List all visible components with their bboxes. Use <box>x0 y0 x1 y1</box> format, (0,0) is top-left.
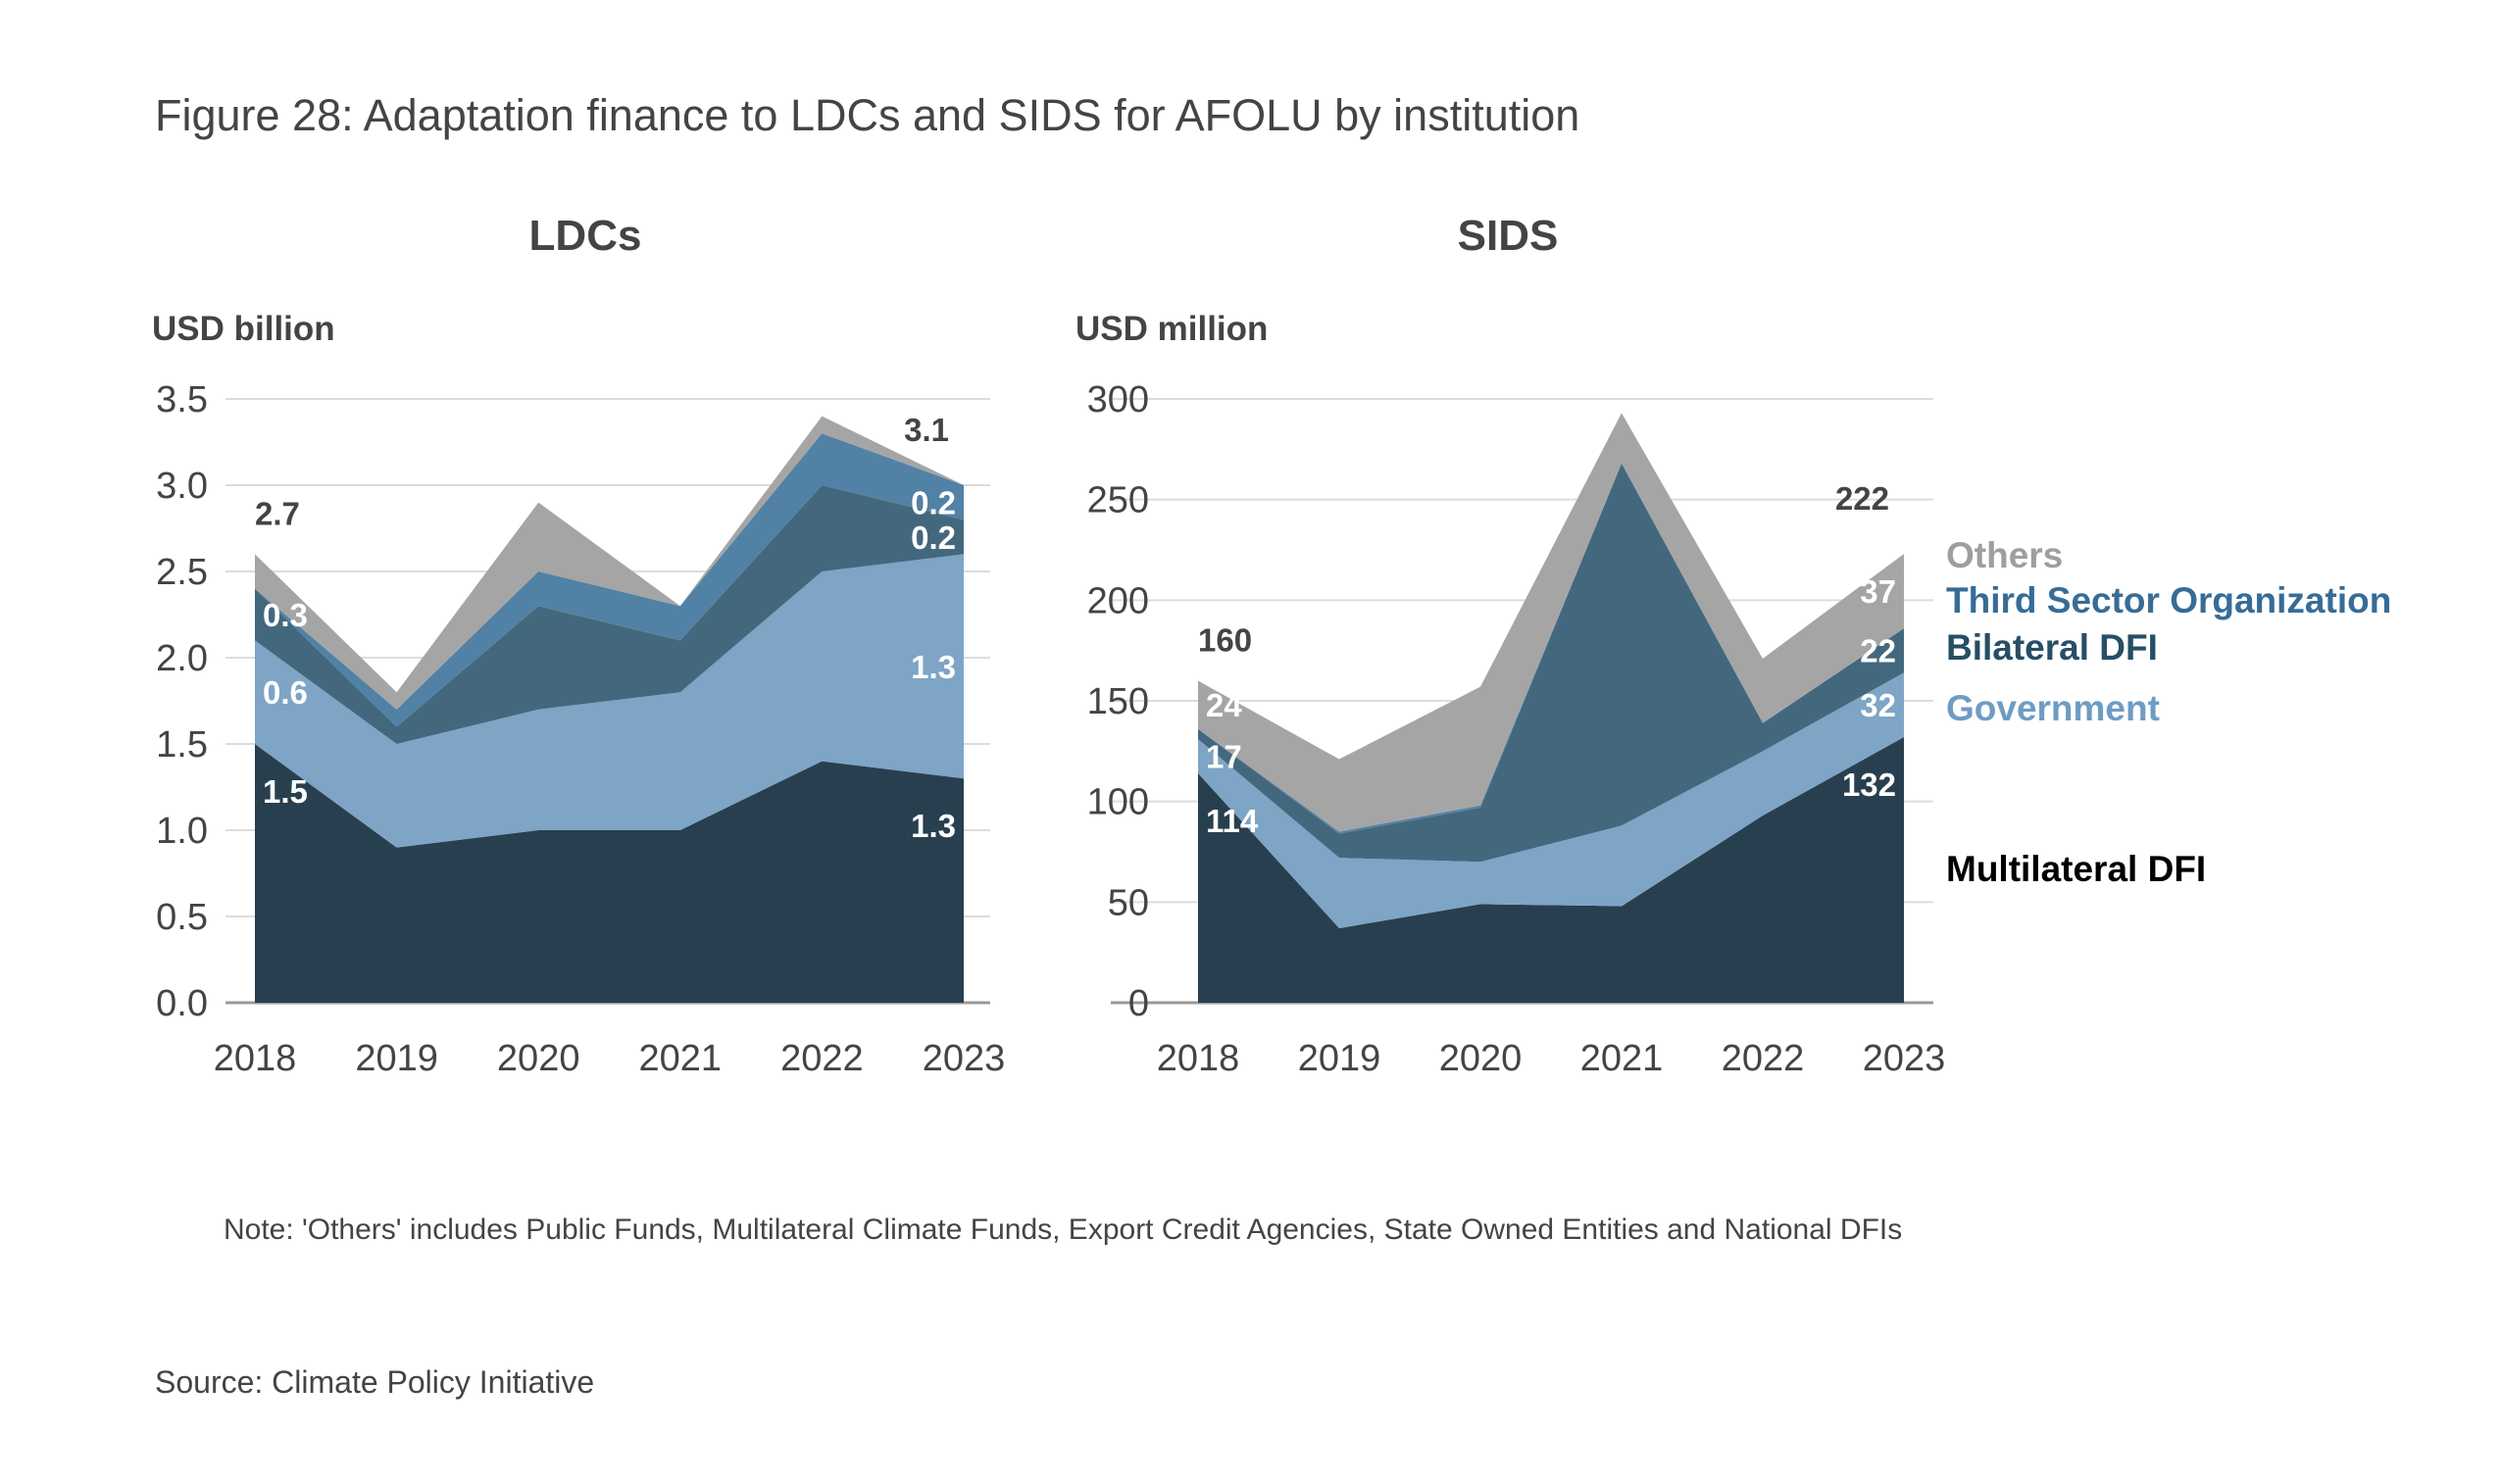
ldcs-y-tick-label: 0.0 <box>156 983 208 1024</box>
legend-others: Others <box>1946 535 2064 575</box>
ldcs-x-tick-label: 2022 <box>780 1038 864 1079</box>
sids-data-label: 32 <box>1860 687 1896 723</box>
sids-area-bilateral-dfi <box>1198 463 1904 863</box>
legend-bilateral-dfi: Bilateral DFI <box>1946 627 2158 668</box>
sids-data-label: 132 <box>1842 767 1896 803</box>
sids-x-tick-label: 2022 <box>1722 1038 1805 1079</box>
sids-y-tick-label: 250 <box>1087 480 1149 521</box>
sids-data-label: 160 <box>1198 621 1252 658</box>
sids-x-tick-label: 2019 <box>1298 1038 1381 1079</box>
ldcs-data-label: 1.5 <box>263 773 308 810</box>
sids-x-tick-label: 2020 <box>1439 1038 1523 1079</box>
ldcs-y-tick-label: 0.5 <box>156 897 208 938</box>
sids-y-tick-label: 200 <box>1087 580 1149 621</box>
ldcs-data-label: 1.3 <box>911 649 956 685</box>
ldcs-area-others <box>255 416 964 710</box>
sids-area-multilateral-dfi <box>1198 736 1904 1003</box>
sids-area-others <box>1198 413 1904 832</box>
sids-x-tick-label: 2021 <box>1580 1038 1664 1079</box>
ldcs-x-tick-label: 2018 <box>214 1038 297 1079</box>
sids-data-label: 222 <box>1835 480 1889 517</box>
sids-data-label: 37 <box>1860 573 1896 610</box>
sids-y-tick-label: 50 <box>1108 882 1149 923</box>
ldcs-x-tick-label: 2021 <box>639 1038 723 1079</box>
ldcs-data-label: 0.2 <box>911 485 956 521</box>
ldcs-y-tick-label: 3.5 <box>156 379 208 420</box>
ldcs-data-label: 2.7 <box>255 495 300 531</box>
sids-y-tick-label: 0 <box>1128 983 1149 1024</box>
legend-government: Government <box>1946 688 2160 728</box>
ldcs-data-label: 1.3 <box>911 808 956 844</box>
ldcs-y-tick-label: 2.5 <box>156 552 208 593</box>
ldcs-data-label: 0.2 <box>911 519 956 556</box>
sids-panel-title: SIDS <box>1457 212 1559 260</box>
sids-data-label: 114 <box>1206 803 1259 839</box>
sids-x-tick-label: 2023 <box>1863 1038 1946 1079</box>
ldcs-y-tick-label: 1.5 <box>156 724 208 766</box>
ldcs-x-tick-label: 2020 <box>497 1038 580 1079</box>
ldcs-y-tick-label: 2.0 <box>156 638 208 679</box>
chart-note: Note: 'Others' includes Public Funds, Mu… <box>224 1213 1903 1246</box>
ldcs-area-third-sector-organization <box>255 433 964 727</box>
sids-data-label: 22 <box>1860 633 1896 669</box>
chart-source: Source: Climate Policy Initiative <box>155 1364 595 1400</box>
ldcs-area-multilateral-dfi <box>255 744 964 1003</box>
legend-third-sector-organization: Third Sector Organization <box>1946 580 2392 620</box>
sids-x-tick-label: 2018 <box>1157 1038 1240 1079</box>
ldcs-y-axis-label: USD billion <box>152 310 335 348</box>
sids-data-label: 24 <box>1206 687 1242 723</box>
sids-y-tick-label: 150 <box>1087 681 1149 722</box>
ldcs-y-tick-label: 1.0 <box>156 811 208 852</box>
ldcs-x-tick-label: 2023 <box>923 1038 1006 1079</box>
ldcs-data-label: 0.6 <box>263 674 308 711</box>
figure-title: Figure 28: Adaptation finance to LDCs an… <box>155 90 1580 140</box>
sids-y-tick-label: 300 <box>1087 379 1149 420</box>
ldcs-panel-title: LDCs <box>528 212 642 260</box>
sids-area-government <box>1198 672 1904 929</box>
ldcs-data-label: 0.3 <box>263 597 308 633</box>
ldcs-area-bilateral-dfi <box>255 485 964 744</box>
legend-multilateral-dfi: Multilateral DFI <box>1946 849 2207 889</box>
ldcs-y-tick-label: 3.0 <box>156 466 208 507</box>
sids-y-axis-label: USD million <box>1075 310 1269 348</box>
ldcs-x-tick-label: 2019 <box>355 1038 438 1079</box>
sids-y-tick-label: 100 <box>1087 782 1149 823</box>
ldcs-data-label: 3.1 <box>904 412 949 448</box>
sids-data-label: 17 <box>1206 738 1242 774</box>
